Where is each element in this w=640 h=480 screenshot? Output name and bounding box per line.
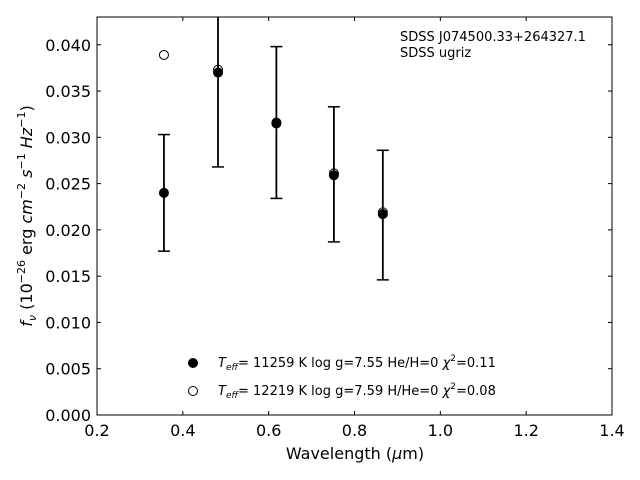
point-filled (213, 67, 224, 78)
y-tick-label: 0.030 (45, 128, 91, 147)
plot-frame (96, 16, 613, 416)
y-tick-label: 0.020 (45, 221, 91, 240)
legend-marker-open (188, 386, 198, 396)
y-tick-label: 0.015 (45, 267, 91, 286)
y-tick-label: 0.005 (45, 360, 91, 379)
x-axis-label: Wavelength (μm) (286, 444, 424, 463)
y-tick-label: 0.040 (45, 36, 91, 55)
point-open (158, 49, 169, 60)
legend-marker-filled (188, 358, 198, 368)
x-tick-label: 0.4 (170, 421, 195, 440)
point-filled (328, 170, 339, 181)
x-tick-label: 0.2 (84, 421, 109, 440)
plot-background (97, 17, 612, 415)
point-open (213, 64, 224, 75)
x-tick-label: 1.4 (599, 421, 624, 440)
point-filled (377, 209, 388, 220)
data-markers (158, 49, 388, 220)
legend: Teff= 11259 K log g=7.55 He/H=0 χ2=0.11 … (188, 354, 496, 401)
x-tick-label: 0.8 (342, 421, 367, 440)
point-open (271, 117, 282, 128)
x-tick-label: 0.6 (256, 421, 281, 440)
point-open (377, 207, 388, 218)
y-tick-label: 0.035 (45, 82, 91, 101)
axis-ticks: 0.2 0.4 0.6 0.8 1.0 1.2 1.4 0.000 0.005 0.010 0.01… (45, 17, 625, 440)
y-tick-label: 0.010 (45, 313, 91, 332)
x-tick-label: 1.2 (513, 421, 538, 440)
annotation-line-2: SDSS ugriz (400, 46, 471, 61)
x-tick-label: 1.0 (428, 421, 453, 440)
legend-label-2: Teff= 12219 K log g=7.59 H/He=0 χ2=0.08 (218, 382, 496, 401)
y-tick-label: 0.000 (45, 406, 91, 425)
y-axis-label: fν (10−26 erg cm−2 s−1 Hz−1) (15, 105, 39, 326)
point-open (328, 168, 339, 179)
annotation-line-1: SDSS J074500.33+264327.1 (400, 30, 586, 45)
point-filled (158, 187, 169, 198)
legend-label-1: Teff= 11259 K log g=7.55 He/H=0 χ2=0.11 (218, 354, 496, 373)
y-tick-label: 0.025 (45, 175, 91, 194)
